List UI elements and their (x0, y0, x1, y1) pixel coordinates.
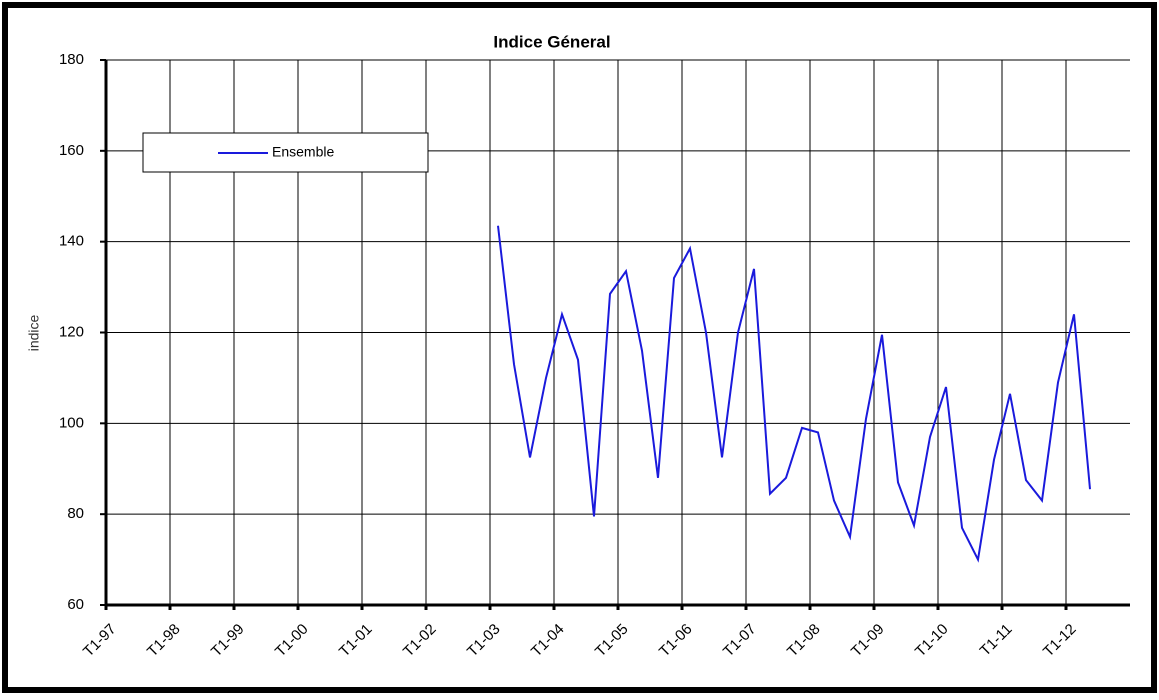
y-tick-label: 180 (59, 51, 84, 68)
y-tick-label: 120 (59, 323, 84, 340)
y-tick-label: 160 (59, 142, 84, 159)
data-line (497, 225, 1091, 563)
y-tick-label: 140 (59, 233, 84, 250)
y-tick-label: 80 (67, 505, 84, 522)
y-axis-label: indice (26, 315, 42, 352)
y-tick-label: 100 (59, 414, 84, 431)
y-tick-label: 60 (67, 596, 84, 613)
chart-title: Indice Géneral (493, 32, 610, 51)
legend-box (142, 132, 429, 173)
legend-label: Ensemble (272, 144, 334, 160)
